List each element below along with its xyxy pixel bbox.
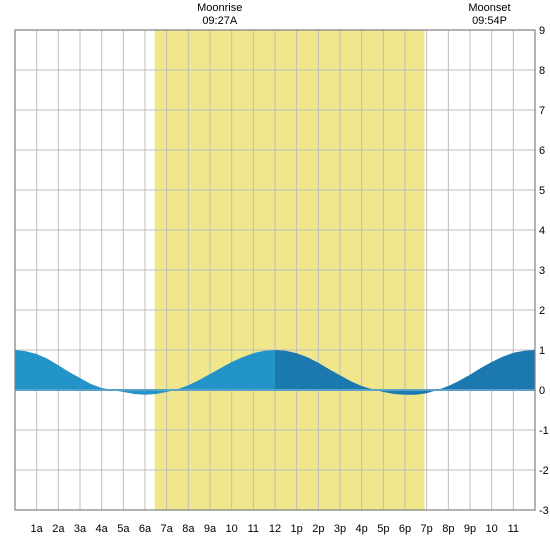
svg-text:6p: 6p bbox=[399, 523, 411, 535]
svg-text:-3: -3 bbox=[539, 505, 549, 517]
svg-text:-2: -2 bbox=[539, 465, 549, 477]
svg-text:8a: 8a bbox=[182, 523, 195, 535]
svg-text:5a: 5a bbox=[117, 523, 130, 535]
svg-text:1p: 1p bbox=[291, 523, 303, 535]
svg-text:7p: 7p bbox=[421, 523, 433, 535]
svg-text:4a: 4a bbox=[96, 523, 109, 535]
chart-svg: -3-2-101234567891a2a3a4a5a6a7a8a9a101112… bbox=[0, 0, 550, 550]
svg-text:3a: 3a bbox=[74, 523, 87, 535]
svg-text:3p: 3p bbox=[334, 523, 346, 535]
svg-text:1a: 1a bbox=[31, 523, 44, 535]
svg-text:8: 8 bbox=[539, 65, 545, 77]
moonset-time: 09:54P bbox=[460, 15, 520, 28]
svg-text:9a: 9a bbox=[204, 523, 217, 535]
svg-text:10: 10 bbox=[226, 523, 238, 535]
svg-text:8p: 8p bbox=[442, 523, 454, 535]
svg-text:1: 1 bbox=[539, 345, 545, 357]
svg-text:0: 0 bbox=[539, 385, 545, 397]
svg-text:11: 11 bbox=[248, 523, 259, 535]
svg-text:3: 3 bbox=[539, 265, 545, 277]
svg-text:10: 10 bbox=[486, 523, 498, 535]
svg-text:5: 5 bbox=[539, 185, 545, 197]
svg-text:11: 11 bbox=[508, 523, 519, 535]
svg-text:7a: 7a bbox=[161, 523, 174, 535]
svg-text:7: 7 bbox=[539, 105, 545, 117]
moonrise-title: Moonrise bbox=[190, 2, 250, 15]
svg-text:9: 9 bbox=[539, 25, 545, 37]
tide-chart: Moonrise 09:27A Moonset 09:54P -3-2-1012… bbox=[0, 0, 550, 550]
svg-text:-1: -1 bbox=[539, 425, 549, 437]
svg-text:2p: 2p bbox=[312, 523, 324, 535]
svg-text:12: 12 bbox=[269, 523, 281, 535]
moonset-label: Moonset 09:54P bbox=[460, 2, 520, 28]
svg-text:6: 6 bbox=[539, 145, 545, 157]
svg-text:4: 4 bbox=[539, 225, 545, 237]
svg-text:5p: 5p bbox=[377, 523, 389, 535]
moonrise-time: 09:27A bbox=[190, 15, 250, 28]
svg-text:6a: 6a bbox=[139, 523, 152, 535]
moonrise-label: Moonrise 09:27A bbox=[190, 2, 250, 28]
svg-text:4p: 4p bbox=[356, 523, 368, 535]
svg-text:2: 2 bbox=[539, 305, 545, 317]
svg-text:9p: 9p bbox=[464, 523, 476, 535]
moonset-title: Moonset bbox=[460, 2, 520, 15]
svg-text:2a: 2a bbox=[52, 523, 65, 535]
